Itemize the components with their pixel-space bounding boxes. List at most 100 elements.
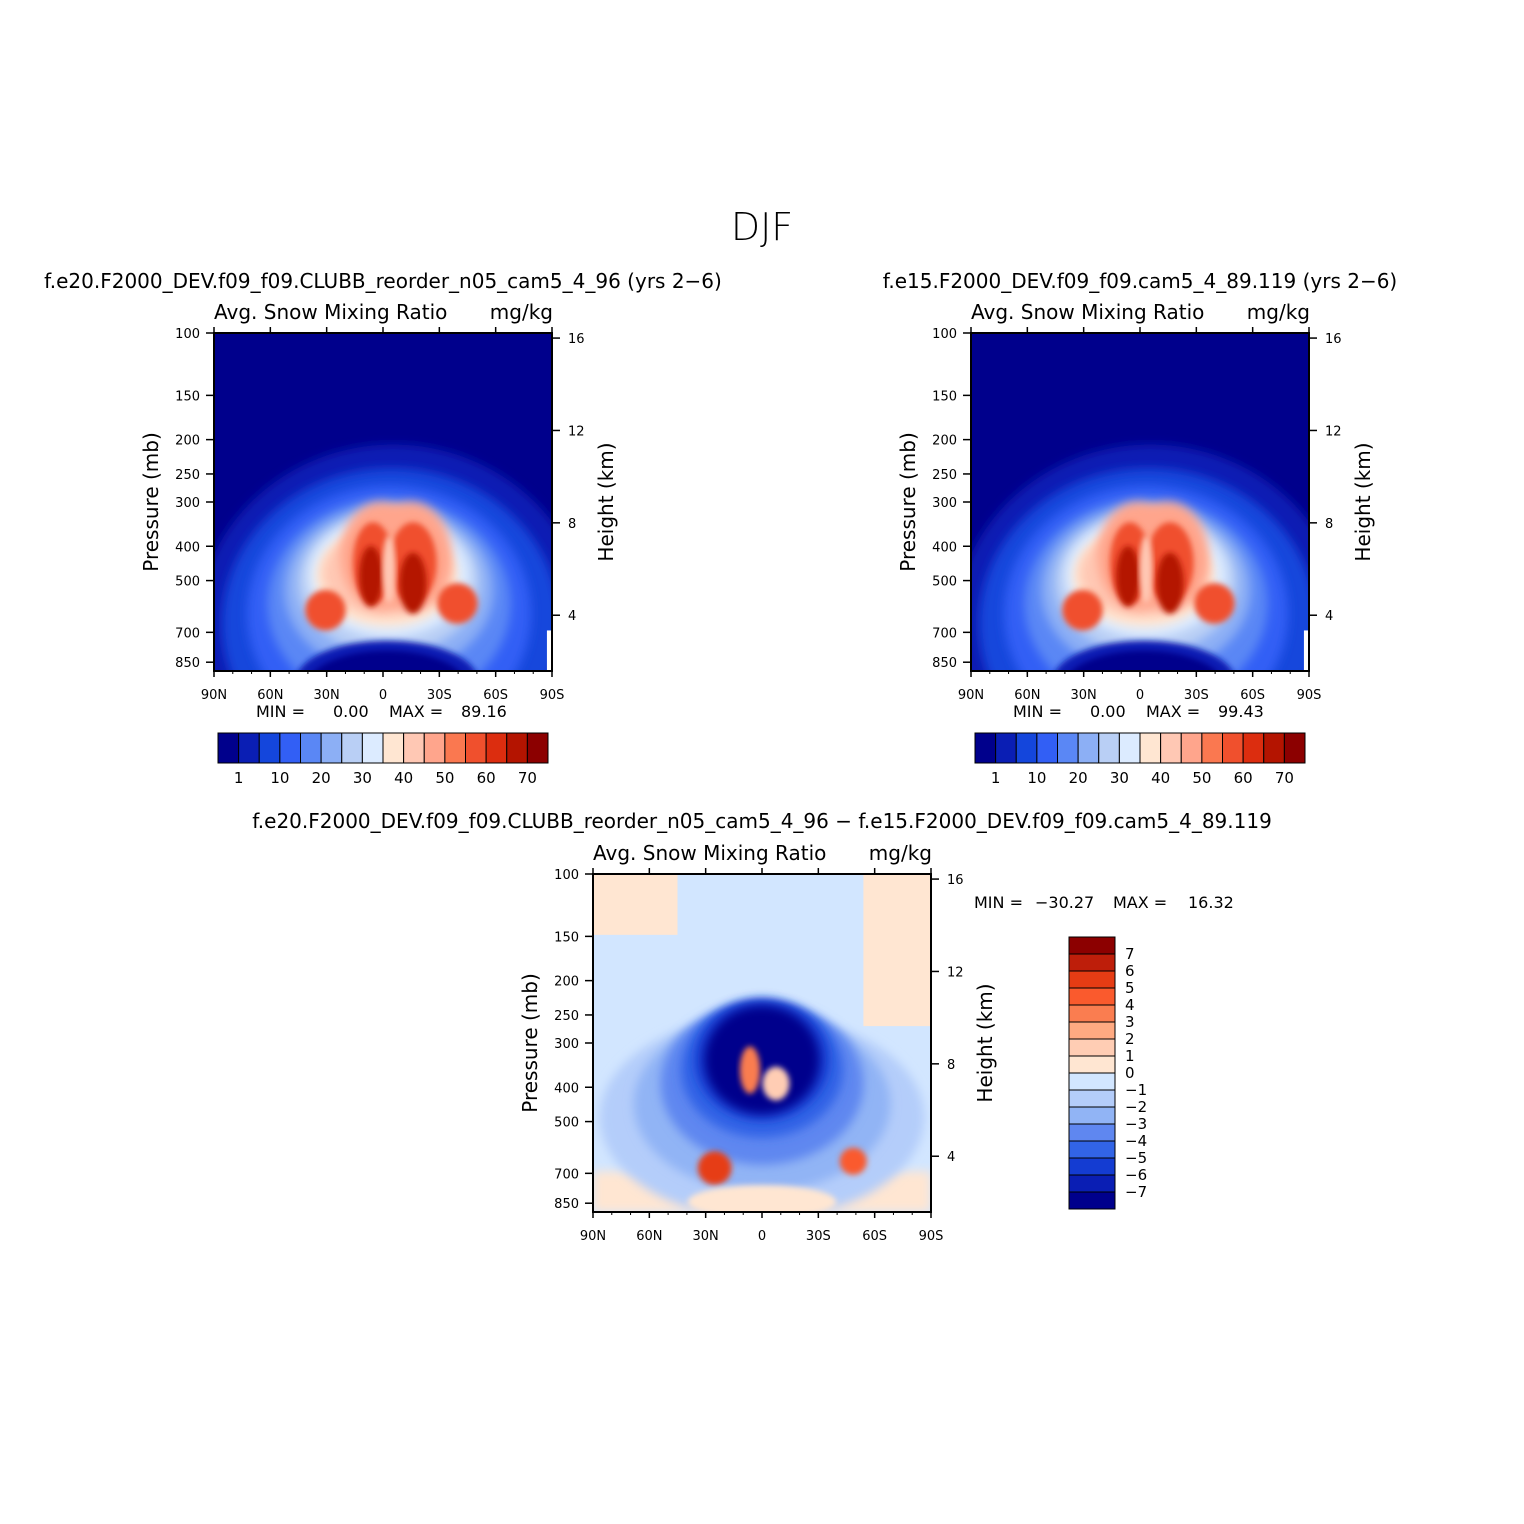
colorbar-box xyxy=(995,732,1017,764)
y2-tick-label: 12 xyxy=(568,424,585,439)
contour-band xyxy=(359,545,383,607)
max-label: MAX = xyxy=(1113,893,1167,912)
colorbar-box xyxy=(1068,1021,1116,1040)
contour-band xyxy=(687,1184,837,1212)
contour-band xyxy=(1139,535,1153,604)
x-tick-label: 30N xyxy=(1071,688,1097,703)
panel-title: f.e15.F2000_DEV.f09_f09.cam5_4_89.119 (y… xyxy=(883,269,1397,293)
colorbar-box xyxy=(1068,1174,1116,1193)
y-tick-label: 400 xyxy=(554,1081,579,1096)
min-value: −30.27 xyxy=(1035,893,1094,912)
y-tick-label: 300 xyxy=(554,1037,579,1052)
x-tick-label: 30N xyxy=(314,688,340,703)
x-tick-label: 60S xyxy=(1240,688,1265,703)
colorbar-box xyxy=(1068,1106,1116,1125)
colorbar-box xyxy=(1068,1038,1116,1057)
colorbar-box xyxy=(974,732,997,764)
colorbar-box xyxy=(485,732,508,764)
colorbar-box xyxy=(1068,1140,1116,1159)
colorbar-box xyxy=(1222,732,1244,764)
x-tick-label: 30S xyxy=(1184,688,1209,703)
variable-label: Avg. Snow Mixing Ratio xyxy=(971,300,1204,324)
colorbar-label: −1 xyxy=(1125,1081,1147,1099)
min-value: 0.00 xyxy=(1090,702,1126,721)
panel-model1: f.e20.F2000_DEV.f09_f09.CLUBB_reorder_n0… xyxy=(44,269,722,787)
colorbar-box xyxy=(238,732,260,764)
contour-band xyxy=(839,1147,867,1175)
colorbar-box xyxy=(1098,732,1120,764)
y2-tick-label: 8 xyxy=(947,1058,955,1073)
y-tick-label: 200 xyxy=(175,434,200,449)
max-value: 89.16 xyxy=(461,702,507,721)
y-tick-label: 250 xyxy=(175,468,200,483)
x-tick-label: 0 xyxy=(379,688,387,703)
y2-tick-label: 12 xyxy=(947,965,964,980)
max-label: MAX = xyxy=(1146,702,1200,721)
colorbar-label: 30 xyxy=(353,769,372,787)
y-tick-label: 100 xyxy=(554,868,579,883)
panel-title: f.e20.F2000_DEV.f09_f09.CLUBB_reorder_n0… xyxy=(252,809,1272,833)
colorbar-label: 10 xyxy=(1027,769,1046,787)
panel-model2: f.e15.F2000_DEV.f09_f09.cam5_4_89.119 (y… xyxy=(883,269,1397,787)
contour-band xyxy=(399,552,427,614)
x-tick-label: 60S xyxy=(862,1229,887,1244)
x-tick-label: 90N xyxy=(958,688,984,703)
panel-title: f.e20.F2000_DEV.f09_f09.CLUBB_reorder_n0… xyxy=(44,269,722,293)
units-label: mg/kg xyxy=(869,841,932,865)
colorbar-label: 7 xyxy=(1125,945,1135,963)
y-tick-label: 500 xyxy=(554,1116,579,1131)
y-tick-label: 400 xyxy=(932,540,957,555)
y-tick-label: 100 xyxy=(932,327,957,342)
variable-label: Avg. Snow Mixing Ratio xyxy=(214,300,447,324)
colorbar-box xyxy=(403,732,425,764)
colorbar-box xyxy=(1068,987,1116,1006)
y-tick-label: 400 xyxy=(175,540,200,555)
contour-field xyxy=(214,333,552,671)
colorbar-label: −5 xyxy=(1125,1149,1147,1167)
colorbar-label: −4 xyxy=(1125,1132,1147,1150)
axis-ticks: 90N 60N 30N 0 30S 60S 90S 100 150 200 250 300 400 500… xyxy=(932,327,1342,703)
missing-data xyxy=(1303,630,1309,671)
x-tick-label: 90N xyxy=(201,688,227,703)
colorbar-label: 10 xyxy=(270,769,289,787)
colorbar-box xyxy=(382,732,405,764)
contour-band xyxy=(1194,583,1235,624)
colorbar-label: 3 xyxy=(1125,1013,1135,1031)
y2-tick-label: 16 xyxy=(1325,332,1342,347)
y2-tick-label: 4 xyxy=(947,1150,955,1165)
colorbar-box xyxy=(526,732,549,764)
colorbar-box xyxy=(1068,1072,1116,1091)
y2-tick-label: 8 xyxy=(1325,517,1333,532)
contour-band xyxy=(314,650,460,671)
colorbar-label: 4 xyxy=(1125,996,1135,1014)
colorbar-label: −3 xyxy=(1125,1115,1147,1133)
y-tick-label: 700 xyxy=(554,1167,579,1182)
colorbar-label: 40 xyxy=(1151,769,1170,787)
colorbar-box xyxy=(465,732,487,764)
colorbar-box xyxy=(1242,732,1265,764)
contour-band xyxy=(739,1046,761,1094)
colorbar-box xyxy=(1036,732,1058,764)
figure-title: DJF xyxy=(731,205,793,249)
units-label: mg/kg xyxy=(490,300,553,324)
contour-band xyxy=(593,874,678,935)
colorbar-label: −6 xyxy=(1125,1166,1147,1184)
colorbar-box xyxy=(1068,1089,1116,1108)
colorbar-box xyxy=(1118,732,1141,764)
y-tick-label: 300 xyxy=(175,496,200,511)
colorbar-label: 1 xyxy=(991,769,1001,787)
x-tick-label: 0 xyxy=(758,1229,766,1244)
x-tick-label: 60N xyxy=(636,1229,662,1244)
contour-band xyxy=(762,1066,790,1101)
contour-band xyxy=(1156,552,1184,614)
colorbar-label: 60 xyxy=(477,769,496,787)
colorbar: 1 10 20 30 40 50 60 70 xyxy=(974,732,1306,787)
colorbar-box xyxy=(279,732,301,764)
colorbar-box xyxy=(1057,732,1079,764)
colorbar-label: 60 xyxy=(1234,769,1253,787)
y-axis-label: Pressure (mb) xyxy=(139,432,163,572)
y-tick-label: 850 xyxy=(932,656,957,671)
x-tick-label: 30N xyxy=(693,1229,719,1244)
max-value: 99.43 xyxy=(1218,702,1264,721)
